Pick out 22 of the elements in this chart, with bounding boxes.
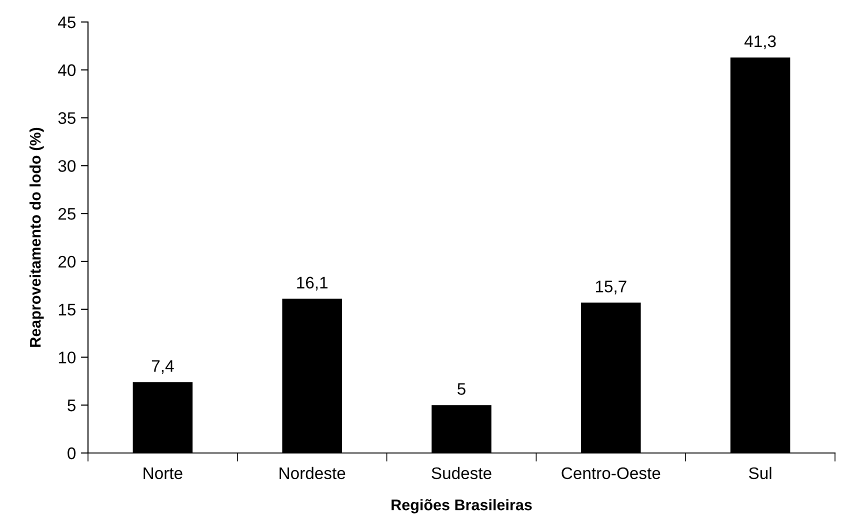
data-label: 16,1	[297, 276, 328, 291]
y-tick-label: 35	[58, 112, 76, 124]
y-tick-label: 30	[58, 160, 76, 172]
data-label: 41,3	[744, 35, 776, 50]
y-tick-label: 25	[58, 208, 76, 220]
y-tick-label: 40	[58, 64, 76, 76]
x-tick-label: Nordeste	[280, 466, 346, 480]
y-tick-label: 10	[58, 352, 76, 364]
y-tick-label: 15	[58, 304, 76, 316]
x-tick-label: Norte	[144, 468, 182, 480]
x-axis-title: Regiões Brasileiras	[392, 499, 532, 514]
y-axis-title: Reaproveitamento do lodo (%)	[30, 128, 44, 347]
data-label: 5	[458, 383, 466, 395]
data-label: 7,4	[152, 360, 174, 374]
y-tick-label: 5	[68, 400, 76, 412]
data-label: 15,7	[596, 280, 626, 294]
x-tick-label: Sul	[749, 466, 772, 480]
y-tick-label: 45	[58, 16, 76, 28]
y-tick-label: 0	[68, 447, 76, 460]
x-tick-label: Sudeste	[432, 466, 492, 480]
x-tick-label: Centro-Oeste	[562, 467, 660, 480]
y-tick-label: 20	[58, 256, 76, 268]
